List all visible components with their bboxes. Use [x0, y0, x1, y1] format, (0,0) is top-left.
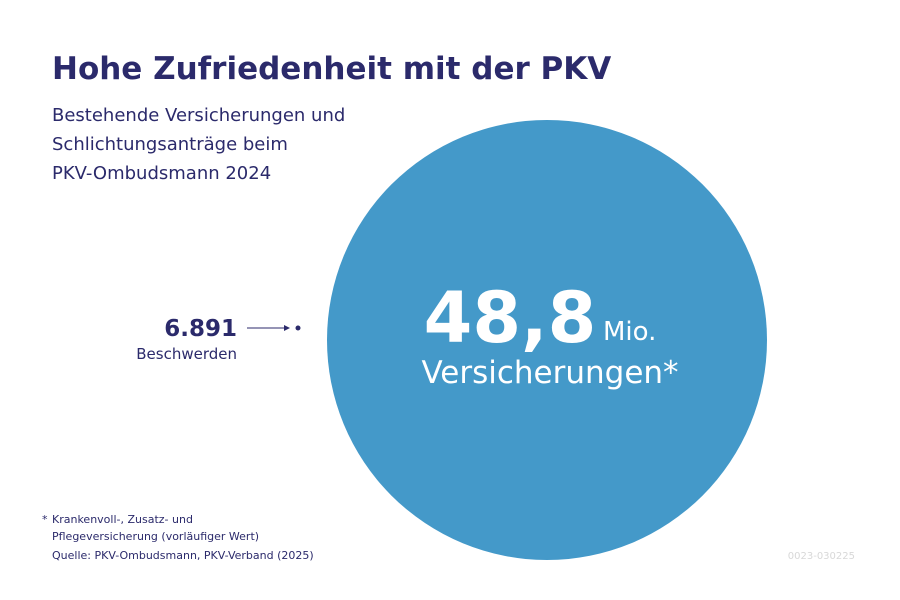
footnote-line: Krankenvoll-, Zusatz- und [52, 513, 193, 526]
footnote-marker: * [42, 513, 48, 526]
circle [327, 120, 767, 560]
complaints-label: Beschwerden [136, 345, 237, 363]
subtitle-line: Bestehende Versicherungen und [52, 105, 345, 126]
arrow-head [284, 325, 290, 331]
big-number: 48,8 [424, 277, 597, 359]
subtitle-line: Schlichtungsanträge beim [52, 134, 288, 155]
subtitle-line: PKV-Ombudsmann 2024 [52, 163, 271, 184]
unit: Mio. [603, 317, 656, 347]
footnote-line: Pflegeversicherung (vorläufiger Wert) [52, 530, 259, 543]
source: Quelle: PKV-Ombudsmann, PKV-Verband (202… [52, 549, 314, 562]
complaints-number: 6.891 [164, 316, 237, 342]
dot [295, 325, 301, 331]
circle-label: Versicherungen* [421, 355, 678, 391]
code: 0023-030225 [788, 551, 855, 562]
title: Hohe Zufriedenheit mit der PKV [52, 51, 611, 87]
